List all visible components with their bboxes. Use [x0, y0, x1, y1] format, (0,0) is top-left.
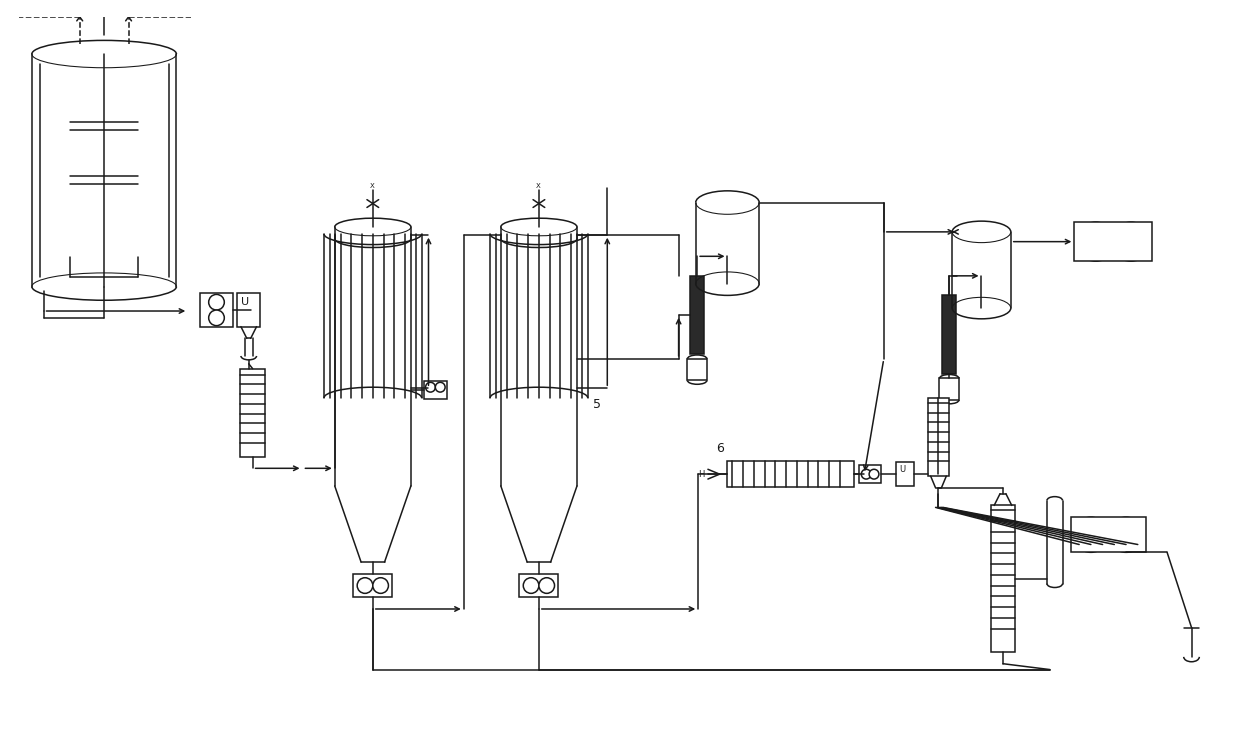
- Bar: [1072, 517, 1146, 552]
- Bar: [991, 506, 1015, 652]
- Bar: [727, 461, 855, 487]
- Text: X: X: [370, 183, 374, 189]
- Text: 5: 5: [592, 398, 601, 411]
- Text: U: U: [240, 297, 249, 308]
- Text: 6: 6: [716, 442, 724, 455]
- Bar: [199, 294, 233, 327]
- Circle shape: [373, 578, 389, 593]
- Bar: [897, 462, 914, 486]
- Circle shape: [208, 294, 224, 310]
- Bar: [353, 574, 393, 598]
- Circle shape: [523, 578, 539, 593]
- Bar: [928, 398, 949, 476]
- Bar: [519, 574, 559, 598]
- Circle shape: [208, 310, 224, 325]
- Bar: [860, 465, 881, 483]
- Circle shape: [357, 578, 373, 593]
- Bar: [690, 276, 704, 354]
- Text: X: X: [536, 183, 540, 189]
- Text: III: III: [97, 0, 103, 1]
- Circle shape: [1109, 517, 1144, 552]
- Bar: [939, 378, 959, 400]
- Circle shape: [1111, 222, 1151, 261]
- Text: U: U: [900, 465, 906, 475]
- Bar: [240, 369, 265, 456]
- Circle shape: [869, 470, 878, 479]
- Circle shape: [861, 470, 871, 479]
- Circle shape: [435, 382, 445, 392]
- Bar: [943, 295, 957, 374]
- Circle shape: [1073, 517, 1109, 552]
- Circle shape: [425, 382, 435, 392]
- Text: H: H: [698, 470, 705, 478]
- Bar: [237, 294, 260, 327]
- Bar: [424, 381, 447, 399]
- Bar: [688, 359, 707, 381]
- Bar: [1074, 222, 1152, 261]
- Circle shape: [1077, 222, 1115, 261]
- Circle shape: [539, 578, 555, 593]
